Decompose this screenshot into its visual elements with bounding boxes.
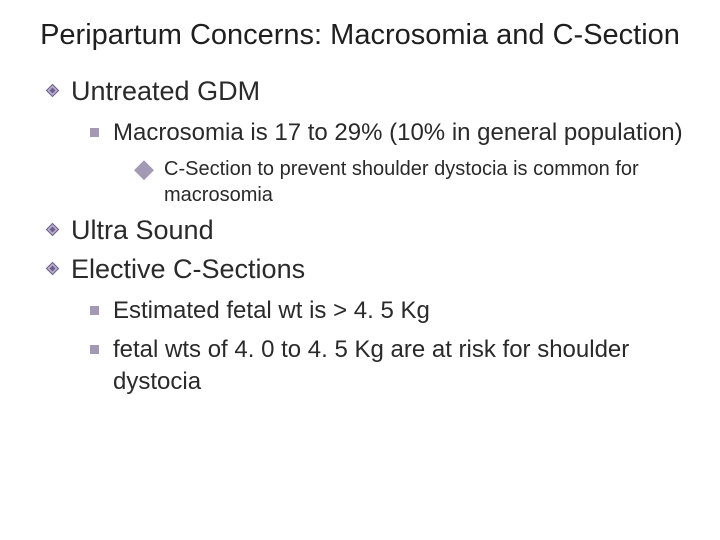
diamond-icon <box>44 260 61 277</box>
square-icon <box>90 128 99 137</box>
square-icon <box>90 345 99 354</box>
list-item-label: Macrosomia is 17 to 29% (10% in general … <box>113 117 683 148</box>
list-item: ◆ C-Section to prevent shoulder dystocia… <box>134 156 684 208</box>
slide: Peripartum Concerns: Macrosomia and C-Se… <box>0 0 720 540</box>
diamond-icon <box>44 82 61 99</box>
list-item: Elective C-Sections <box>44 253 684 287</box>
list-item-label: Elective C-Sections <box>71 253 305 287</box>
list-item-label: fetal wts of 4. 0 to 4. 5 Kg are at risk… <box>113 334 684 396</box>
list-item: Untreated GDM <box>44 75 684 109</box>
list-item-label: C-Section to prevent shoulder dystocia i… <box>164 156 684 208</box>
list-item-label: Untreated GDM <box>71 75 260 109</box>
list-item: Macrosomia is 17 to 29% (10% in general … <box>90 117 684 148</box>
square-icon <box>90 306 99 315</box>
list-item-label: Estimated fetal wt is > 4. 5 Kg <box>113 295 430 326</box>
diamond-small-icon: ◆ <box>134 155 154 181</box>
diamond-icon <box>44 221 61 238</box>
list-item: Estimated fetal wt is > 4. 5 Kg <box>90 295 684 326</box>
slide-title: Peripartum Concerns: Macrosomia and C-Se… <box>36 18 684 53</box>
list-item-label: Ultra Sound <box>71 214 214 248</box>
list-item: fetal wts of 4. 0 to 4. 5 Kg are at risk… <box>90 334 684 396</box>
list-item: Ultra Sound <box>44 214 684 248</box>
